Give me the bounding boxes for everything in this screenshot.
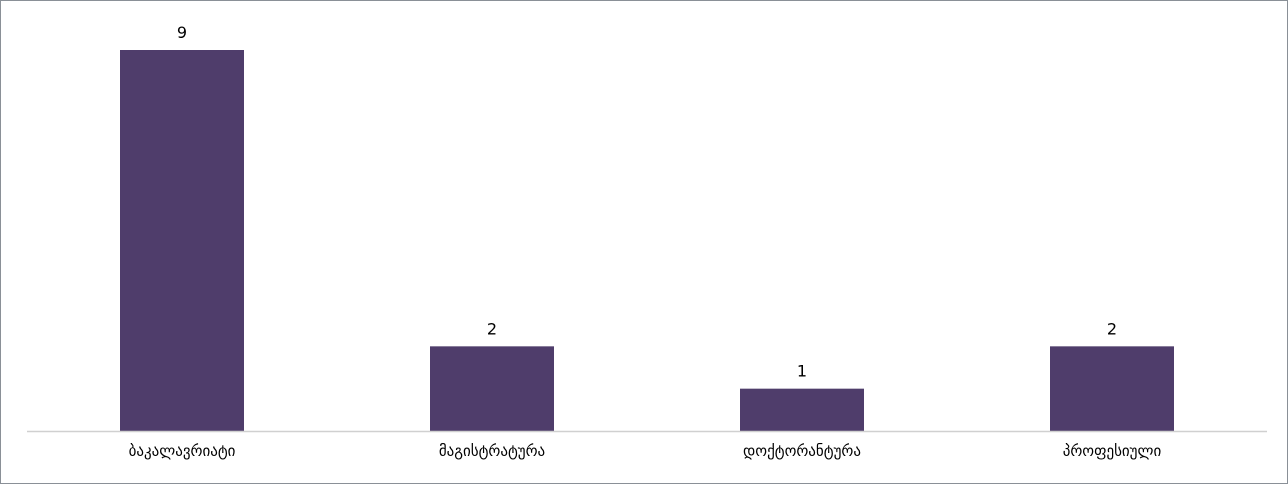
category-label-2: მაგისტრატურა (439, 442, 545, 460)
data-labels-layer: 9 2 1 2 (177, 23, 1117, 381)
bar-4 (1050, 346, 1174, 431)
bar-2 (430, 346, 554, 431)
data-label-1: 9 (177, 23, 187, 42)
bar-1 (120, 50, 244, 431)
data-label-4: 2 (1107, 319, 1117, 338)
bar-3 (740, 388, 864, 431)
category-labels-layer: ბაკალავრიატი მაგისტრატურა დოქტორანტურა პროფ… (129, 442, 1162, 460)
category-label-3: დოქტორანტურა (743, 442, 861, 460)
category-label-1: ბაკალავრიატი (129, 442, 236, 460)
data-label-3: 1 (797, 362, 807, 381)
category-label-4: პროფესიული (1063, 442, 1162, 460)
bars-layer (120, 50, 1174, 431)
data-label-2: 2 (487, 319, 497, 338)
